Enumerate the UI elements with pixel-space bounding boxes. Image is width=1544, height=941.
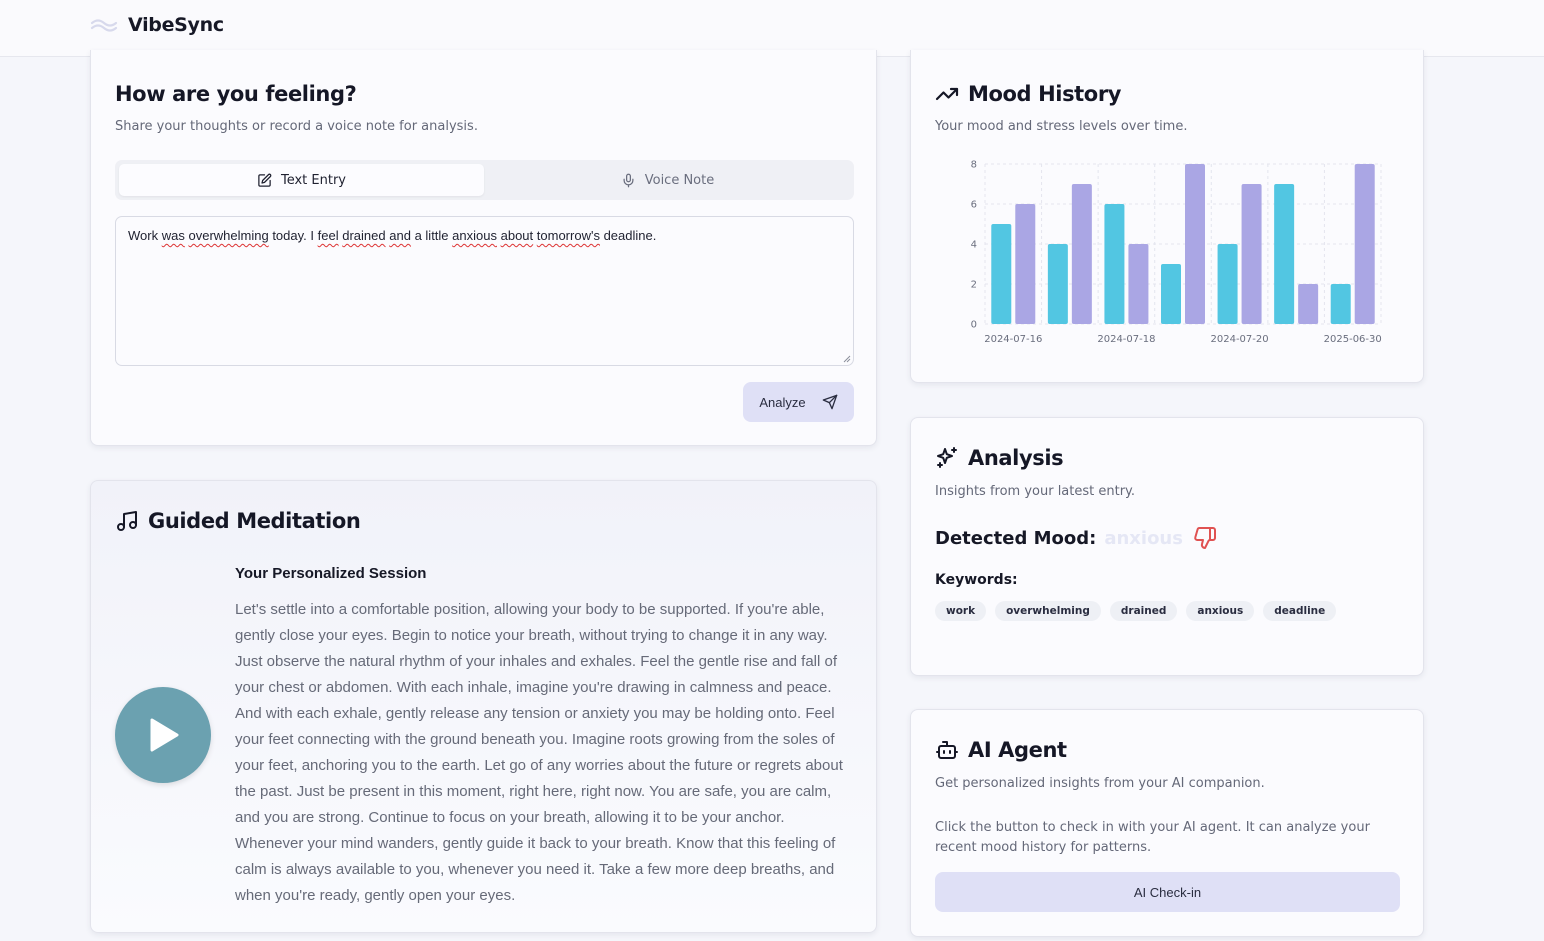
tab-text-entry-label: Text Entry [280,172,346,188]
microphone-icon [623,173,634,187]
send-icon [822,394,837,410]
detected-mood-value: anxious [1104,527,1183,549]
meditation-card: Guided Meditation Your Personalized Sess… [90,480,877,933]
chart-bar [1071,184,1092,324]
meditation-title: Guided Meditation [148,509,361,533]
play-button[interactable] [115,687,211,783]
detected-mood: Detected Mood: anxious [935,526,1217,550]
chart-bar [1241,184,1262,324]
chart-bar [1330,284,1351,324]
tab-text-entry[interactable]: Text Entry [119,164,484,196]
keyword-chip: drained [1109,601,1178,621]
analysis-card: Analysis Insights from your latest entry… [910,417,1424,676]
app-name: VibeSync [128,14,224,36]
chart-bar [1185,164,1205,324]
y-tick-label: 0 [971,320,977,331]
chart-bar [1354,164,1375,324]
spellcheck-flagged-word: tomorrow's [536,228,600,243]
detected-mood-label: Detected Mood: [935,527,1097,549]
journal-entry-text: Work was overwhelming today. I feel drai… [128,228,657,243]
chart-bar [1047,244,1068,324]
x-tick-label: 2024-07-20 [1211,334,1269,345]
analysis-subtitle: Insights from your latest entry. [935,484,1136,499]
ai-agent-card: AI Agent Get personalized insights from … [910,709,1424,937]
chart-bar [1217,244,1238,324]
x-tick-label: 2025-06-30 [1324,334,1382,345]
chart-bar [1274,184,1295,324]
keyword-chip: anxious [1186,601,1255,621]
entry-mode-tabs: Text Entry Voice Note [115,160,854,200]
mood-bar-chart: 0 2 4 6 8 2024-07-16 2024-07-18 2024-07-20 2025-… [971,160,1382,346]
play-icon [150,718,179,752]
spellcheck-flagged-word: drained [342,228,386,243]
chart-bar [1128,244,1149,324]
spellcheck-flagged-word: and [389,228,411,243]
y-tick-label: 8 [971,160,977,171]
feeling-title: How are you feeling? [115,82,357,106]
spellcheck-flagged-word: feel [317,228,339,243]
analyze-button[interactable]: Analyze [743,382,854,422]
ai-agent-subtitle: Get personalized insights from your AI c… [935,776,1265,791]
feeling-subtitle: Share your thoughts or record a voice no… [115,119,478,134]
session-title: Your Personalized Session [235,565,427,582]
ai-agent-title: AI Agent [968,738,1067,762]
chart-bar [991,224,1012,324]
ai-agent-description: Click the button to check in with your A… [935,820,1370,855]
spellcheck-flagged-word: was [161,228,185,243]
mood-history-subtitle: Your mood and stress levels over time. [935,119,1188,134]
mood-history-title: Mood History [968,82,1122,106]
chart-bar [1104,204,1125,324]
bot-icon [936,741,958,759]
y-tick-label: 2 [971,280,977,291]
spellcheck-flagged-word: about [500,228,534,243]
x-tick-label: 2024-07-18 [1097,334,1155,345]
x-tick-label: 2024-07-16 [984,334,1042,345]
trending-up-icon [935,87,959,101]
analysis-title: Analysis [968,446,1064,470]
session-script: Let's settle into a comfortable position… [235,601,843,904]
music-note-icon [117,511,137,531]
keyword-chip: work [935,601,987,621]
tab-voice-note[interactable]: Voice Note [485,164,850,196]
spellcheck-flagged-word: overwhelming [188,228,269,243]
journal-entry-textarea[interactable]: Work was overwhelming today. I feel drai… [115,216,854,366]
keyword-chip: overwhelming [995,601,1101,621]
y-tick-label: 4 [971,240,977,251]
tab-voice-note-label: Voice Note [644,172,715,188]
logo-icon [90,19,118,32]
mood-history-card: Mood History Your mood and stress levels… [910,50,1424,383]
analyze-button-label: Analyze [759,394,806,410]
thumbs-down-icon [1194,527,1216,550]
top-bar: VibeSync [0,0,1544,57]
ai-check-in-button[interactable]: AI Check-in [935,872,1400,912]
chart-bar [1161,264,1181,324]
feeling-card: How are you feeling? Share your thoughts… [90,50,877,446]
keywords-label: Keywords: [935,572,1018,588]
resize-handle-icon[interactable] [843,355,851,363]
spellcheck-flagged-word: anxious [452,228,497,243]
chart-bar [1015,204,1036,324]
sparkles-icon [937,447,957,468]
edit-icon [258,173,272,187]
keyword-chip: deadline [1263,601,1337,621]
keyword-chips: work overwhelming drained anxious deadli… [935,601,1337,621]
y-tick-label: 6 [971,200,977,211]
chart-bar [1298,284,1319,324]
ai-check-in-label: AI Check-in [1133,884,1202,900]
brand[interactable]: VibeSync [90,14,224,36]
